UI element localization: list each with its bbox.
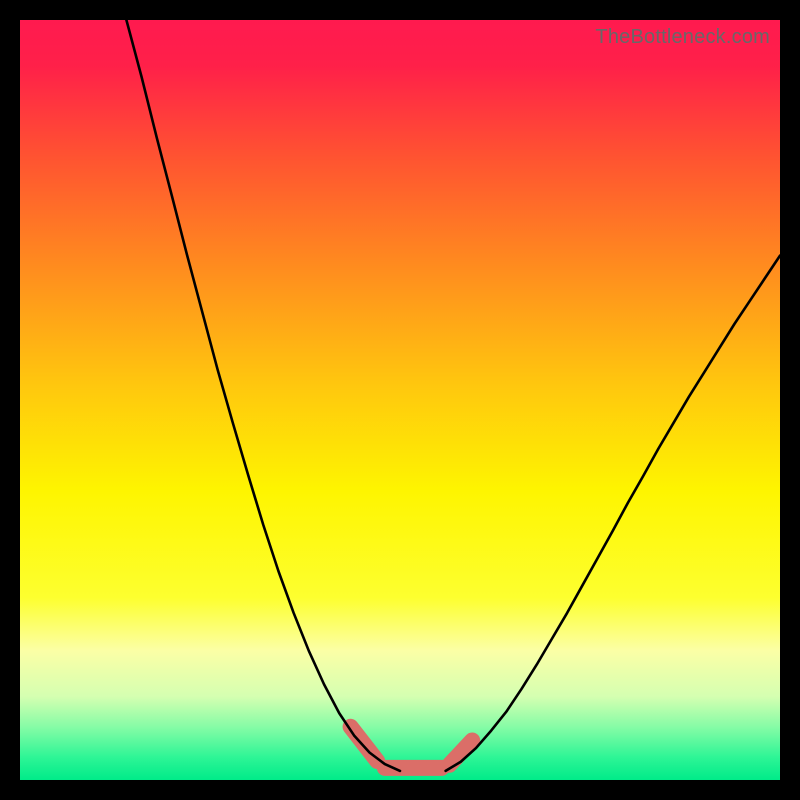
gradient-background	[20, 20, 780, 780]
watermark-label: TheBottleneck.com	[595, 26, 770, 49]
bottleneck-curve-chart	[20, 20, 780, 780]
plot-area: TheBottleneck.com	[20, 20, 780, 780]
chart-container: TheBottleneck.com	[0, 0, 800, 800]
